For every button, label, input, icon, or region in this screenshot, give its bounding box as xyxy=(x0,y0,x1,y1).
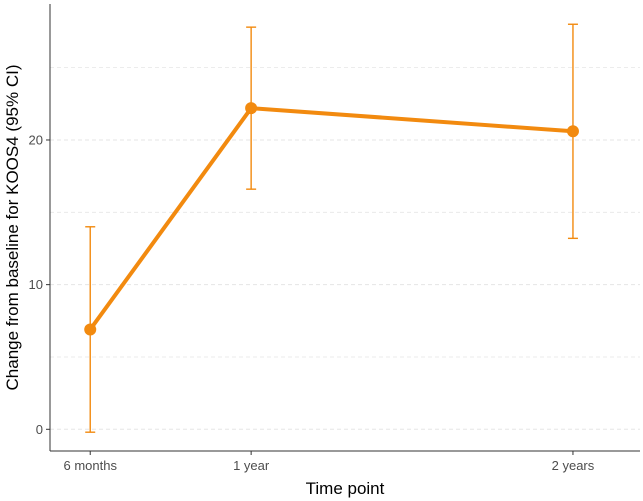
x-axis-title: Time point xyxy=(306,479,385,498)
axes xyxy=(46,4,640,455)
series-line xyxy=(88,106,575,332)
error-bars xyxy=(85,23,578,433)
x-tick-label-2: 2 years xyxy=(552,458,595,473)
data-point-1 xyxy=(245,102,258,115)
y-tick-labels: 0 10 20 xyxy=(29,132,43,436)
grid-lines xyxy=(50,67,640,430)
y-tick-label-2: 20 xyxy=(29,132,43,147)
y-axis-title: Change from baseline for KOOS4 (95% CI) xyxy=(3,65,22,391)
y-tick-label-0: 0 xyxy=(36,422,43,437)
x-tick-labels: 6 months 1 year 2 years xyxy=(63,458,594,473)
series-points xyxy=(84,102,579,336)
y-tick-label-1: 10 xyxy=(29,277,43,292)
series-lines xyxy=(88,106,575,332)
x-tick-label-0: 6 months xyxy=(63,458,117,473)
data-point-0 xyxy=(84,323,97,336)
x-tick-label-1: 1 year xyxy=(233,458,270,473)
data-point-2 xyxy=(566,125,579,138)
